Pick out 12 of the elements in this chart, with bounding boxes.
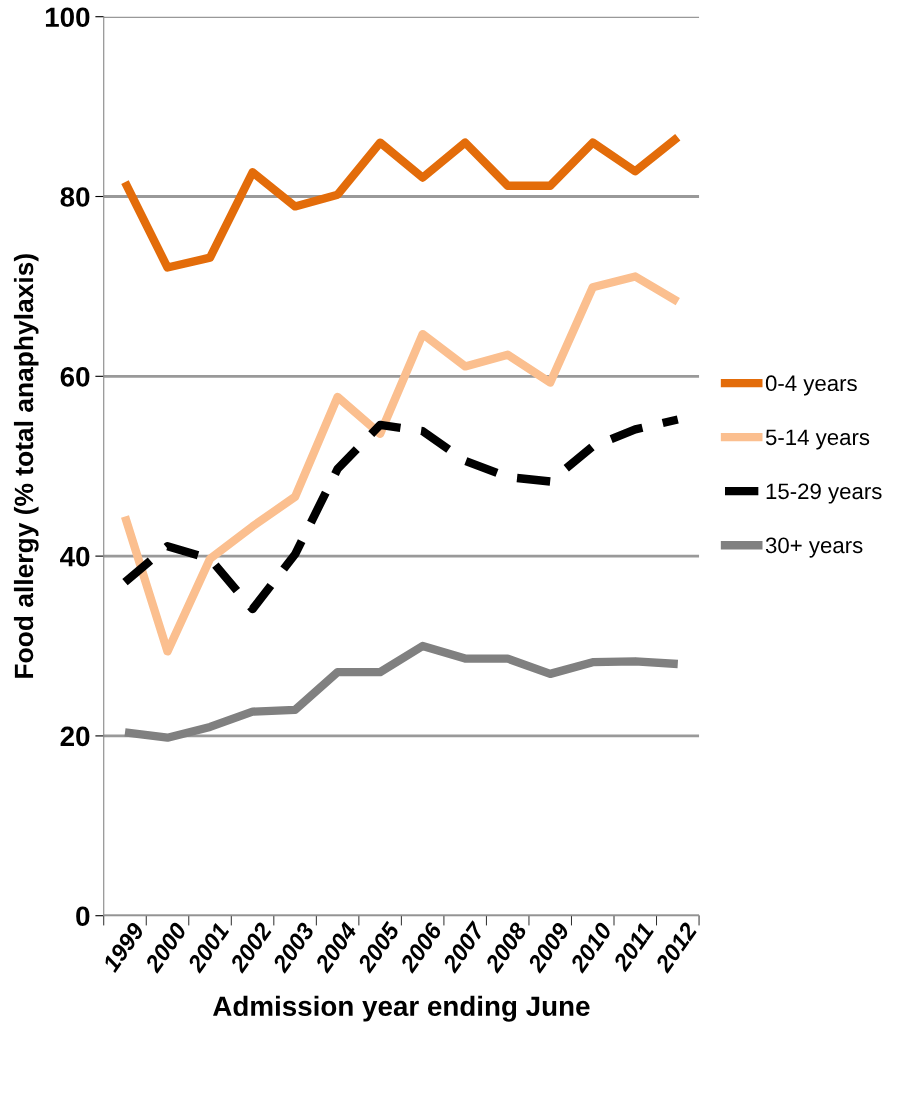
x-axis-title: Admission year ending June xyxy=(213,995,590,1022)
legend-label: 15-29 years xyxy=(766,483,882,504)
legend-label: 5-14 years xyxy=(765,429,870,450)
y-tick-label: 0 xyxy=(76,906,90,927)
y-axis-title: Food allergy (% total anaphylaxis) xyxy=(13,254,39,678)
y-tick-label: 60 xyxy=(60,366,90,387)
y-tick-label: 20 xyxy=(60,726,90,747)
y-tick-label: 80 xyxy=(60,187,90,207)
legend-label: 30+ years xyxy=(765,537,863,558)
legend-label: 0-4 years xyxy=(765,375,857,396)
y-tick-label: 100 xyxy=(45,7,90,28)
y-tick-label: 40 xyxy=(60,546,90,567)
